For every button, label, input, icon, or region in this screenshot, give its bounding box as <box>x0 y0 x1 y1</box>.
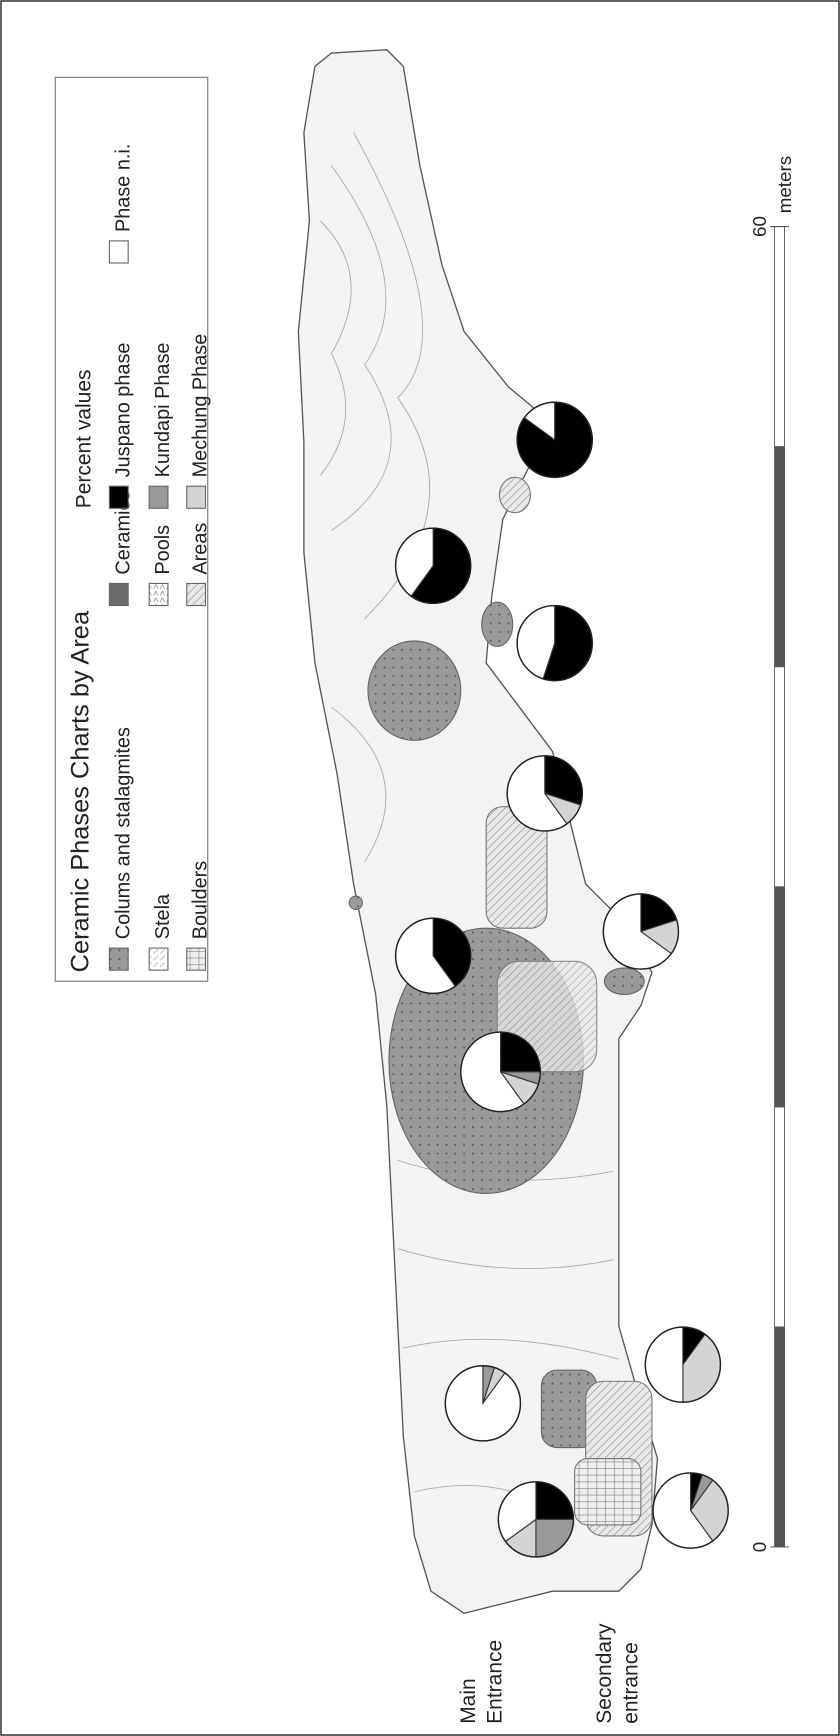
legend-label: Stela <box>152 893 174 939</box>
legend-label: Colums and stalagmites <box>112 727 134 939</box>
legend-label: Ceramics <box>112 491 134 575</box>
cave-outline <box>297 49 659 1615</box>
legend-swatch <box>148 485 169 509</box>
scale-segment <box>774 666 785 888</box>
legend-swatch <box>108 485 129 509</box>
ceramic-area <box>367 640 462 741</box>
pie-outline <box>602 893 680 970</box>
legend-swatch <box>186 582 207 607</box>
legend-box <box>54 76 209 982</box>
legend-swatch <box>148 582 169 607</box>
pie-outline <box>516 401 593 479</box>
legend-swatch <box>108 240 129 264</box>
legend-subtitle: Percent values <box>73 369 96 508</box>
scale-segment <box>774 446 785 668</box>
boulders <box>574 1458 642 1526</box>
pie-outline <box>394 527 472 605</box>
legend-swatch <box>186 947 207 971</box>
pie-outline <box>652 1472 729 1549</box>
contours <box>320 132 619 1526</box>
legend-swatch <box>108 947 129 971</box>
map-body: Ceramic Phases Charts by Area Colums and … <box>54 49 795 1724</box>
scale-label: 60 <box>749 216 770 237</box>
area <box>498 476 531 514</box>
pie-outline <box>516 604 593 682</box>
entrance-label: Secondary <box>593 1623 616 1724</box>
pie-outline <box>460 1031 542 1113</box>
scale-segment <box>774 1326 785 1548</box>
pie-outline <box>394 917 472 995</box>
scale-segment <box>774 1106 785 1328</box>
legend-label: Mechung Phase <box>190 334 212 478</box>
legend-swatch <box>108 582 129 607</box>
legend-label: Pools <box>152 525 174 575</box>
scale-unit: meters <box>774 156 795 213</box>
entrance-label: Entrance <box>484 1640 507 1724</box>
ceramic-area <box>481 601 514 647</box>
pie-outline <box>444 1365 522 1442</box>
legend-swatch <box>148 947 169 971</box>
entrance-label: Main <box>457 1678 480 1723</box>
scale-segment <box>774 886 785 1108</box>
ceramic-area <box>348 895 363 910</box>
scale-segment <box>774 226 785 448</box>
legend-label: Boulders <box>190 861 212 940</box>
pie-outline <box>644 1326 722 1403</box>
legend-label: Juspano phase <box>112 343 134 478</box>
legend-label: Areas <box>190 523 212 575</box>
legend-label: Phase n.i. <box>112 144 134 232</box>
pie-outline <box>497 1481 575 1558</box>
pie-outline <box>506 755 584 832</box>
legend-title: Ceramic Phases Charts by Area <box>66 610 94 972</box>
scale-label: 0 <box>749 1542 770 1552</box>
ceramic-area <box>603 967 645 996</box>
legend-swatch <box>186 485 207 509</box>
legend-label: Kundapi Phase <box>152 343 174 478</box>
entrance-label: entrance <box>620 1642 643 1724</box>
